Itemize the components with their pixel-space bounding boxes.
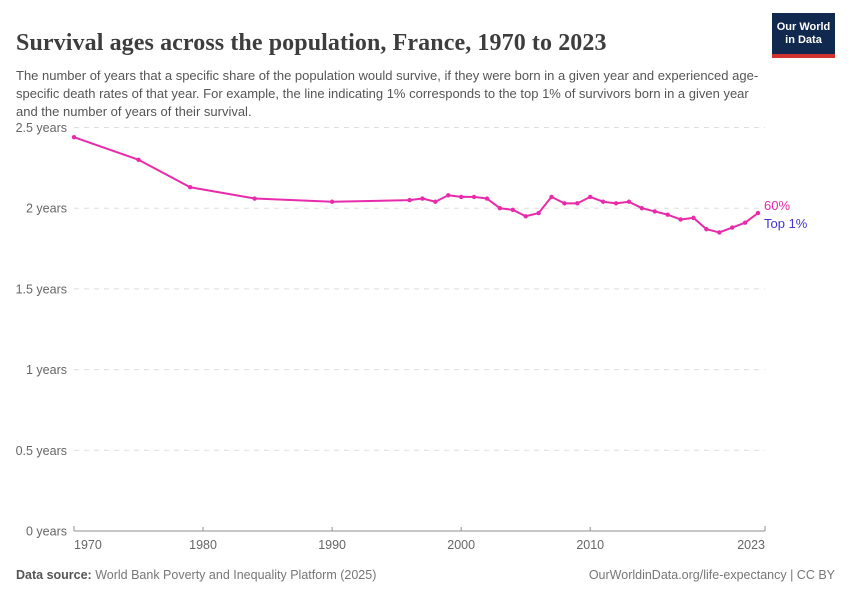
data-point[interactable] — [136, 157, 141, 162]
data-point[interactable] — [742, 220, 748, 225]
data-point[interactable] — [704, 226, 709, 232]
data-point[interactable] — [329, 199, 335, 204]
y-axis-label: 0 years — [26, 525, 67, 539]
data-point[interactable] — [523, 214, 528, 219]
owid-logo-line1: Our World — [776, 21, 831, 33]
x-axis-label: 2000 — [447, 538, 475, 552]
data-point[interactable] — [433, 199, 438, 204]
y-axis-label: 1 years — [26, 363, 67, 377]
data-source-label: Data source: — [16, 568, 92, 582]
data-point[interactable] — [549, 194, 554, 200]
data-point[interactable] — [420, 196, 425, 201]
data-point[interactable] — [588, 194, 593, 200]
data-point[interactable] — [755, 210, 761, 216]
series-line-60%[interactable] — [73, 136, 759, 234]
series-end-label-60pct[interactable]: 60% — [764, 198, 791, 213]
data-point[interactable] — [652, 209, 657, 214]
chart-subtitle: The number of years that a specific shar… — [16, 68, 759, 119]
x-axis-label: 1980 — [189, 538, 217, 552]
owid-logo-line2: in Data — [785, 34, 822, 46]
data-point[interactable] — [729, 225, 735, 230]
data-point[interactable] — [484, 196, 490, 201]
data-point[interactable] — [497, 206, 503, 211]
data-point[interactable] — [407, 197, 412, 203]
data-source: Data source: World Bank Poverty and Ineq… — [16, 568, 376, 582]
data-point[interactable] — [187, 185, 193, 190]
data-point[interactable] — [691, 215, 696, 221]
x-axis-label: 1970 — [74, 538, 102, 552]
data-point[interactable] — [446, 193, 451, 198]
credit-link[interactable]: OurWorldinData.org/life-expectancy | CC … — [588, 568, 835, 582]
page-title: Survival ages across the population, Fra… — [16, 30, 607, 57]
data-point[interactable] — [613, 201, 619, 206]
data-point[interactable] — [562, 201, 567, 206]
series-end-label-top1pct[interactable]: Top 1% — [764, 216, 808, 231]
chart-footer: Data source: World Bank Poverty and Ineq… — [16, 568, 835, 582]
y-axis-label: 2.5 years — [16, 121, 67, 135]
data-point[interactable] — [575, 201, 580, 206]
data-point[interactable] — [626, 199, 632, 204]
data-point[interactable] — [717, 230, 722, 235]
data-point[interactable] — [71, 134, 77, 140]
data-point[interactable] — [639, 206, 645, 211]
data-point[interactable] — [471, 194, 477, 200]
data-point[interactable] — [665, 212, 670, 217]
y-axis-label: 2 years — [26, 202, 67, 216]
y-axis-label: 0.5 years — [16, 444, 67, 458]
data-point[interactable] — [458, 194, 464, 200]
x-axis-label: 2010 — [576, 538, 604, 552]
data-point[interactable] — [536, 210, 541, 216]
data-point[interactable] — [510, 207, 515, 213]
y-axis-label: 1.5 years — [16, 282, 67, 296]
data-point[interactable] — [600, 199, 606, 204]
x-axis-label: 1990 — [318, 538, 346, 552]
owid-logo[interactable]: Our World in Data — [772, 13, 835, 58]
x-axis-label: 2023 — [737, 538, 765, 552]
data-point[interactable] — [252, 196, 257, 201]
data-source-text: World Bank Poverty and Inequality Platfo… — [91, 568, 377, 582]
data-point[interactable] — [678, 217, 683, 222]
